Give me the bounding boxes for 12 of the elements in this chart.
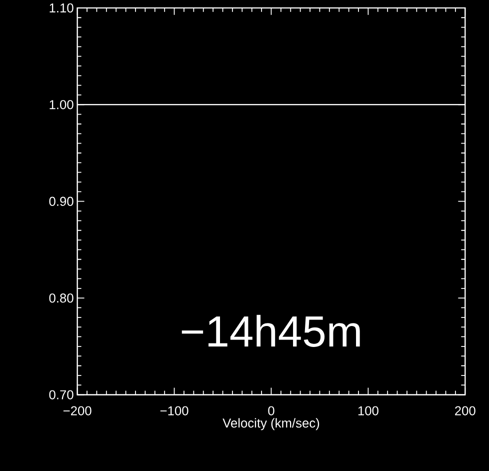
x-tick-label: 200 [455, 406, 476, 416]
x-tick-label: −200 [63, 406, 92, 416]
x-tick-label: −100 [160, 406, 188, 416]
y-tick-label: 0.80 [49, 293, 74, 302]
y-tick-label: 1.00 [50, 100, 74, 110]
y-tick-label: 0.90 [49, 196, 74, 206]
y-tick-label: 0.70 [49, 390, 74, 400]
annotation: −14h45m [182, 314, 360, 347]
x-tick-label: 100 [358, 406, 378, 416]
y-tick-label: 1.10 [50, 3, 74, 12]
x-axis-title: Velocity (km/sec) [222, 418, 320, 430]
x-tick-label: 0 [268, 406, 274, 416]
